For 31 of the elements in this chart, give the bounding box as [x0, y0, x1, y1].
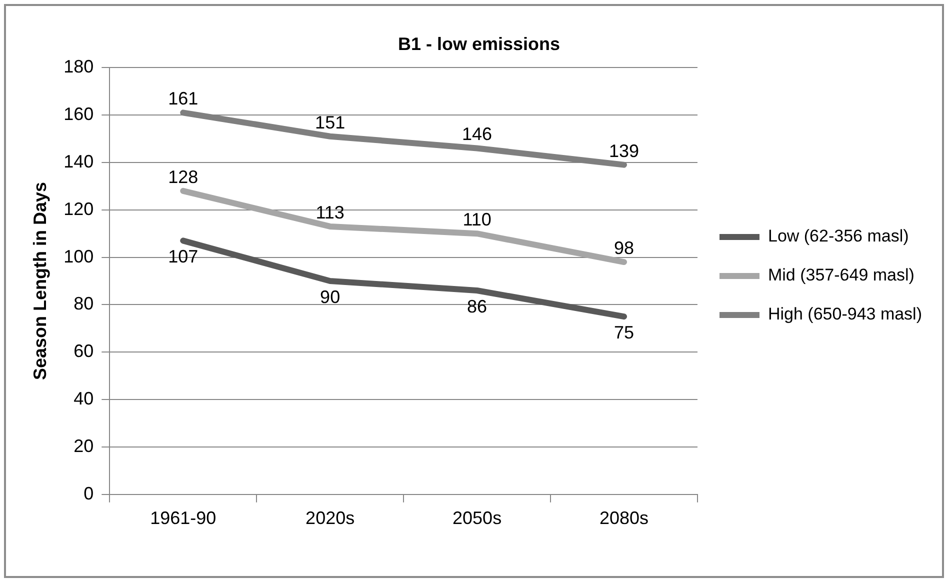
data-label: 113: [316, 202, 344, 222]
y-tick-label: 40: [74, 388, 94, 409]
data-label: 151: [315, 112, 346, 132]
data-label: 90: [320, 286, 340, 307]
y-tick-label: 120: [64, 198, 94, 219]
legend-label: Low (62-356 masl): [768, 226, 909, 246]
y-axis-title: Season Length in Days: [30, 182, 50, 380]
legend-label: High (650-943 masl): [768, 304, 922, 324]
y-tick-label: 160: [64, 104, 94, 124]
y-tick-label: 80: [74, 294, 94, 314]
y-tick-label: 100: [64, 246, 94, 266]
x-tick-label: 2020s: [306, 508, 355, 528]
legend-label: Mid (357-649 masl): [768, 266, 914, 285]
data-label: 146: [462, 124, 492, 144]
data-label: 128: [168, 166, 198, 187]
y-tick-label: 180: [64, 56, 94, 77]
y-tick-label: 140: [64, 151, 94, 172]
data-label: 139: [608, 140, 640, 161]
x-tick-label: 1961-90: [150, 508, 216, 528]
x-tick-label: 2050s: [452, 508, 502, 528]
x-tick-label: 2080s: [599, 508, 649, 528]
data-label: 107: [168, 246, 198, 267]
data-label: 110: [462, 210, 492, 230]
y-tick-label: 0: [84, 483, 94, 504]
data-label: 86: [467, 296, 488, 316]
chart-title: B1 - low emissions: [398, 34, 560, 54]
y-tick-label: 60: [74, 341, 94, 362]
data-label: 161: [168, 88, 198, 109]
data-label: 98: [614, 238, 634, 258]
y-tick-label: 20: [74, 436, 94, 456]
data-label: 75: [614, 322, 634, 343]
